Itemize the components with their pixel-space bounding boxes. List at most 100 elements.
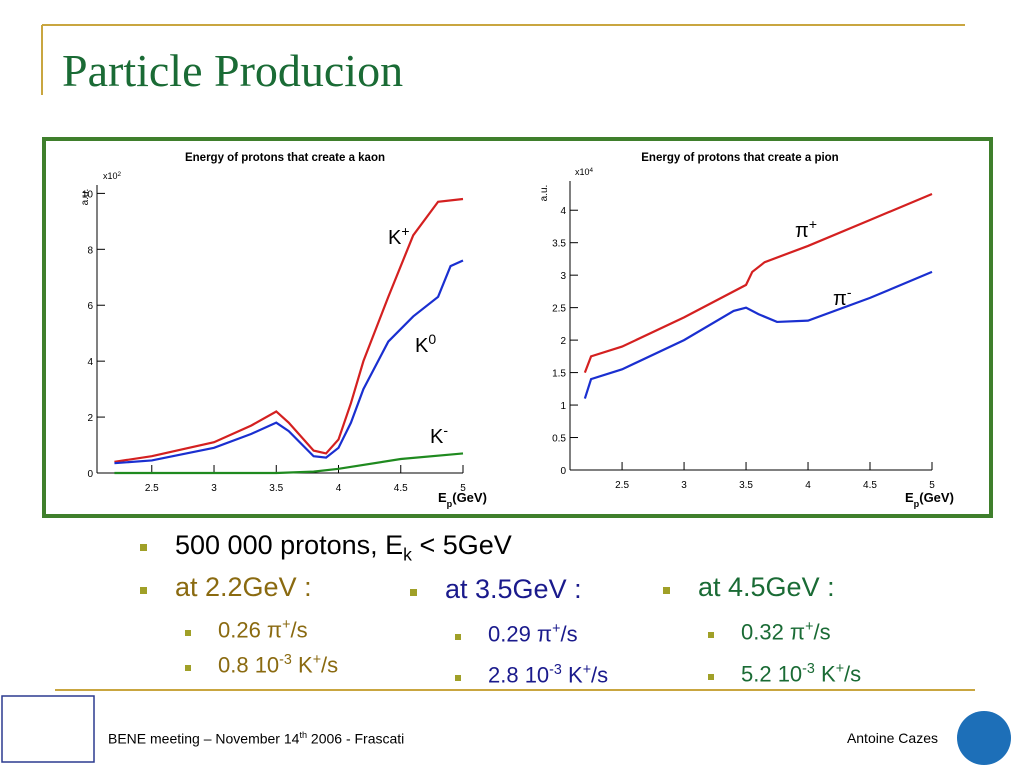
sub-bullet: 2.8 10-3 K+/s xyxy=(488,662,608,688)
y-multiplier: x102 xyxy=(103,171,122,182)
sub-bullet: 0.26 π+/s xyxy=(218,617,308,643)
text-run: /s xyxy=(591,662,609,688)
text-run: 2006 - Frascati xyxy=(307,730,405,747)
column-heading: at 3.5GeV : xyxy=(445,574,582,604)
y-tick-label: 4 xyxy=(560,206,566,217)
x-tick-label: 4.5 xyxy=(394,483,408,494)
superscript: + xyxy=(312,652,322,668)
series-label: π- xyxy=(833,284,852,310)
series-line xyxy=(114,197,464,463)
text-run: 2.8 10 xyxy=(488,662,550,688)
superscript: 4 xyxy=(590,167,594,174)
column-heading: at 2.2GeV : xyxy=(175,572,312,602)
sub-bullet: 5.2 10-3 K+/s xyxy=(741,661,861,687)
subscript: p xyxy=(447,499,453,509)
y-tick-label: 8 xyxy=(87,245,93,256)
y-tick-label: 2 xyxy=(560,336,566,347)
superscript: - xyxy=(847,284,852,300)
sub-bullet-marker xyxy=(185,630,191,636)
superscript: -3 xyxy=(802,661,815,677)
y-axis-label: a.u. xyxy=(539,185,550,202)
series-label: K0 xyxy=(415,331,436,357)
x-tick-label: 4 xyxy=(336,483,342,494)
x-axis-label: Ep(GeV) xyxy=(438,490,487,509)
subscript: k xyxy=(403,544,412,565)
y-tick-label: 4 xyxy=(87,357,93,368)
text-run: (GeV) xyxy=(919,490,954,505)
bullet: 500 000 protons, Ek < 5GeV xyxy=(175,530,512,565)
x-tick-label: 4 xyxy=(805,480,811,491)
superscript: + xyxy=(401,223,409,239)
x-axis-label: Ep(GeV) xyxy=(905,490,954,509)
subscript: p xyxy=(914,499,920,509)
text-run: 0.29 π xyxy=(488,621,553,647)
bullet-marker xyxy=(140,587,147,594)
superscript: -3 xyxy=(549,662,562,678)
superscript: + xyxy=(582,662,592,678)
series-line xyxy=(583,192,933,373)
sub-bullet-marker xyxy=(708,674,714,680)
y-tick-label: 2 xyxy=(87,413,93,424)
x-tick-label: 5 xyxy=(460,483,466,494)
series-line xyxy=(114,259,464,465)
text-run: K xyxy=(388,227,402,249)
text-run: /s xyxy=(560,621,578,647)
x-tick-label: 4.5 xyxy=(863,480,877,491)
series-label: π+ xyxy=(795,216,817,242)
x-tick-label: 2.5 xyxy=(145,483,159,494)
text-run: /s xyxy=(844,661,862,687)
superscript: 0 xyxy=(428,331,436,347)
y-tick-label: 6 xyxy=(87,301,93,312)
superscript: + xyxy=(809,216,817,232)
charts: Energy of protons that create a kaon a.u.… xyxy=(80,152,954,509)
chart-title: Energy of protons that create a kaon xyxy=(185,152,385,164)
bullet-marker xyxy=(663,587,670,594)
text-run: K xyxy=(814,661,836,687)
text-run: 5.2 10 xyxy=(741,661,803,687)
text-run: /s xyxy=(321,652,339,678)
text-run: K xyxy=(430,426,444,448)
lnf-logo xyxy=(957,711,1011,765)
column-heading: at 4.5GeV : xyxy=(698,572,835,602)
chart-title: Energy of protons that create a pion xyxy=(641,152,838,164)
sub-bullet-marker xyxy=(455,675,461,681)
y-tick-label: 3 xyxy=(560,271,566,282)
superscript: -3 xyxy=(279,652,292,668)
slide-title: Particle Producion xyxy=(62,45,404,96)
bullet-marker xyxy=(410,589,417,596)
sub-bullet: 0.32 π+/s xyxy=(741,619,831,645)
series-label: K+ xyxy=(388,223,410,249)
superscript: + xyxy=(282,617,291,633)
text-run: E xyxy=(905,490,914,505)
text-run: BENE meeting – November 14 xyxy=(108,730,300,747)
sub-bullet-marker xyxy=(185,665,191,671)
superscript: 2 xyxy=(118,171,122,178)
y-tick-label: 3.5 xyxy=(552,239,566,250)
text-run: K xyxy=(561,662,583,688)
bullet-marker xyxy=(140,544,147,551)
x-tick-label: 3.5 xyxy=(269,483,283,494)
y-tick-label: 1.5 xyxy=(552,369,566,380)
x-tick-label: 3 xyxy=(211,483,217,494)
series-line xyxy=(114,452,464,475)
y-tick-label: 0.5 xyxy=(552,434,566,445)
text-run: K xyxy=(415,335,429,357)
superscript: + xyxy=(805,619,814,635)
y-tick-label: 0 xyxy=(560,466,566,477)
x-tick-label: 2.5 xyxy=(615,480,629,491)
x-tick-label: 5 xyxy=(929,480,935,491)
superscript: - xyxy=(443,422,448,438)
text-run: E xyxy=(438,490,447,505)
text-run: 0.26 π xyxy=(218,617,283,643)
text-run: π xyxy=(795,220,809,242)
sub-bullet: 0.8 10-3 K+/s xyxy=(218,652,338,678)
text-run: /s xyxy=(813,619,831,645)
figure-frame xyxy=(42,137,993,518)
sub-bullet-marker xyxy=(708,632,714,638)
superscript: th xyxy=(299,730,308,740)
x-tick-label: 3.5 xyxy=(739,480,753,491)
text-run: /s xyxy=(290,617,308,643)
infn-logo xyxy=(1,695,95,763)
x-tick-label: 3 xyxy=(681,480,687,491)
